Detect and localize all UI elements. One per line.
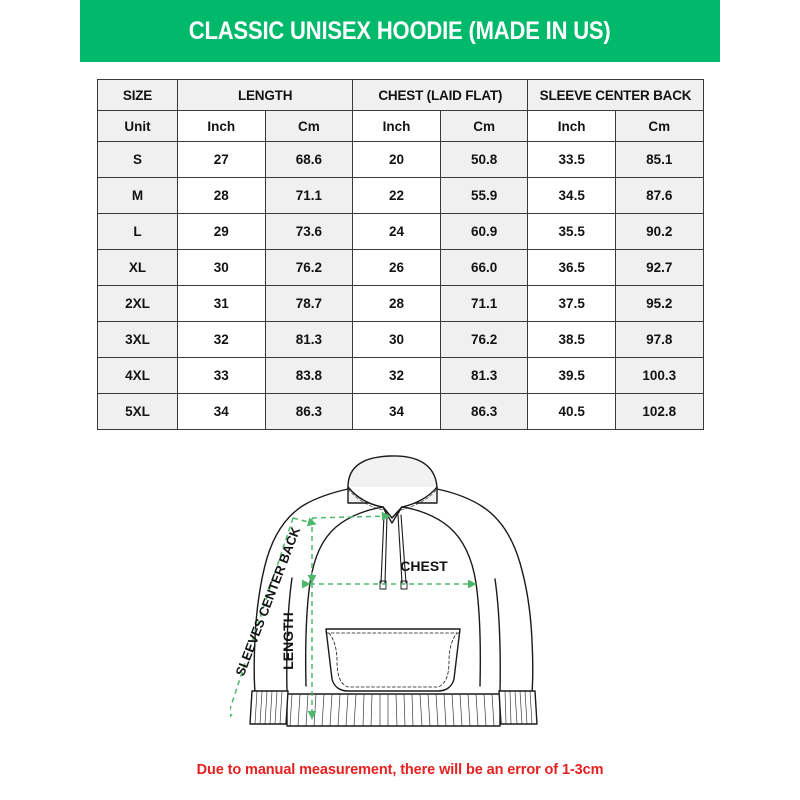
cell-length-cm: 73.6 [264,213,354,250]
table-row: 3XL 32 81.3 30 76.2 38.5 97.8 [97,321,704,358]
cell-sleeve-cm: 95.2 [614,285,704,322]
table-row: XL 30 76.2 26 66.0 36.5 92.7 [97,249,704,286]
cell-chest-cm: 71.1 [439,285,529,322]
cell-length-in: 34 [177,393,266,430]
table-row: M 28 71.1 22 55.9 34.5 87.6 [97,177,704,214]
cell-sleeve-cm: 102.8 [614,393,704,430]
cell-sleeve-in: 38.5 [527,321,616,358]
cell-chest-cm: 66.0 [439,249,529,286]
size-chart-table: SIZE LENGTH CHEST (LAID FLAT) SLEEVE CEN… [97,79,704,430]
cell-chest-in: 34 [352,393,441,430]
table-row: 4XL 33 83.8 32 81.3 39.5 100.3 [97,357,704,394]
header-banner: CLASSIC UNISEX HOODIE (MADE IN US) [80,0,720,62]
size-chart-table-container: SIZE LENGTH CHEST (LAID FLAT) SLEEVE CEN… [97,79,704,430]
cell-sleeve-cm: 87.6 [614,177,704,214]
cell-chest-in: 26 [352,249,441,286]
unit-header-sleeve-cm: Cm [614,110,704,142]
cell-length-in: 32 [177,321,266,358]
cell-sleeve-in: 33.5 [527,141,616,178]
cell-length-cm: 76.2 [264,249,354,286]
cell-sleeve-in: 34.5 [527,177,616,214]
cell-length-cm: 71.1 [264,177,354,214]
group-header-size: SIZE [97,79,178,111]
table-row: 2XL 31 78.7 28 71.1 37.5 95.2 [97,285,704,322]
cell-chest-in: 30 [352,321,441,358]
cell-sleeve-cm: 100.3 [614,357,704,394]
cell-length-cm: 83.8 [264,357,354,394]
cell-length-cm: 81.3 [264,321,354,358]
unit-header-row: Unit Inch Cm Inch Cm Inch Cm [97,110,704,142]
cell-size: 5XL [97,393,178,430]
cell-sleeve-cm: 90.2 [614,213,704,250]
cell-size: M [97,177,178,214]
measurement-guides [230,511,477,722]
group-header-row: SIZE LENGTH CHEST (LAID FLAT) SLEEVE CEN… [97,79,704,111]
hood-helper-line [311,511,391,521]
cell-chest-cm: 81.3 [439,357,529,394]
cell-length-cm: 86.3 [264,393,354,430]
cell-sleeve-in: 37.5 [527,285,616,322]
table-row: L 29 73.6 24 60.9 35.5 90.2 [97,213,704,250]
unit-header-length-inch: Inch [177,110,266,142]
chest-label: CHEST [400,558,448,574]
cell-length-cm: 68.6 [264,141,354,178]
group-header-sleeve: SLEEVE CENTER BACK [527,79,704,111]
cell-size: 3XL [97,321,178,358]
cell-length-in: 29 [177,213,266,250]
cell-size: L [97,213,178,250]
cell-length-in: 27 [177,141,266,178]
cell-chest-cm: 60.9 [439,213,529,250]
cell-sleeve-cm: 97.8 [614,321,704,358]
cell-sleeve-in: 35.5 [527,213,616,250]
cell-sleeve-in: 39.5 [527,357,616,394]
group-header-chest: CHEST (LAID FLAT) [352,79,529,111]
length-label: LENGTH [280,612,296,670]
cell-size: XL [97,249,178,286]
cell-chest-in: 22 [352,177,441,214]
cell-length-in: 33 [177,357,266,394]
cell-chest-in: 32 [352,357,441,394]
unit-header-chest-cm: Cm [439,110,529,142]
hoodie-measurement-diagram: CHEST LENGTH SLEEVES CENTER BACK [230,443,575,753]
cell-length-cm: 78.7 [264,285,354,322]
cell-sleeve-cm: 92.7 [614,249,704,286]
cell-length-in: 31 [177,285,266,322]
cell-chest-in: 24 [352,213,441,250]
table-row: S 27 68.6 20 50.8 33.5 85.1 [97,141,704,178]
page-title: CLASSIC UNISEX HOODIE (MADE IN US) [189,16,611,45]
cell-length-in: 30 [177,249,266,286]
unit-header-sleeve-inch: Inch [527,110,616,142]
unit-header-unit: Unit [97,110,178,142]
table-row: 5XL 34 86.3 34 86.3 40.5 102.8 [97,393,704,430]
cell-length-in: 28 [177,177,266,214]
cell-chest-cm: 86.3 [439,393,529,430]
cell-size: 4XL [97,357,178,394]
cell-chest-in: 20 [352,141,441,178]
table-body: S 27 68.6 20 50.8 33.5 85.1 M 28 71.1 22 55.9 34.5 87… [97,141,704,430]
cell-chest-in: 28 [352,285,441,322]
group-header-length: LENGTH [176,79,354,111]
table-head: SIZE LENGTH CHEST (LAID FLAT) SLEEVE CEN… [97,79,704,142]
measurement-disclaimer: Due to manual measurement, there will be… [196,762,604,778]
cell-sleeve-in: 40.5 [527,393,616,430]
unit-header-length-cm: Cm [264,110,354,142]
cell-chest-cm: 50.8 [439,141,529,178]
cell-chest-cm: 55.9 [439,177,529,214]
cell-sleeve-in: 36.5 [527,249,616,286]
cell-chest-cm: 76.2 [439,321,529,358]
cell-size: 2XL [97,285,178,322]
hoodie-garment-illustration [249,455,538,727]
cell-size: S [97,141,178,178]
unit-header-chest-inch: Inch [352,110,441,142]
cell-sleeve-cm: 85.1 [614,141,704,178]
sleeve-anchor-line [292,517,317,527]
